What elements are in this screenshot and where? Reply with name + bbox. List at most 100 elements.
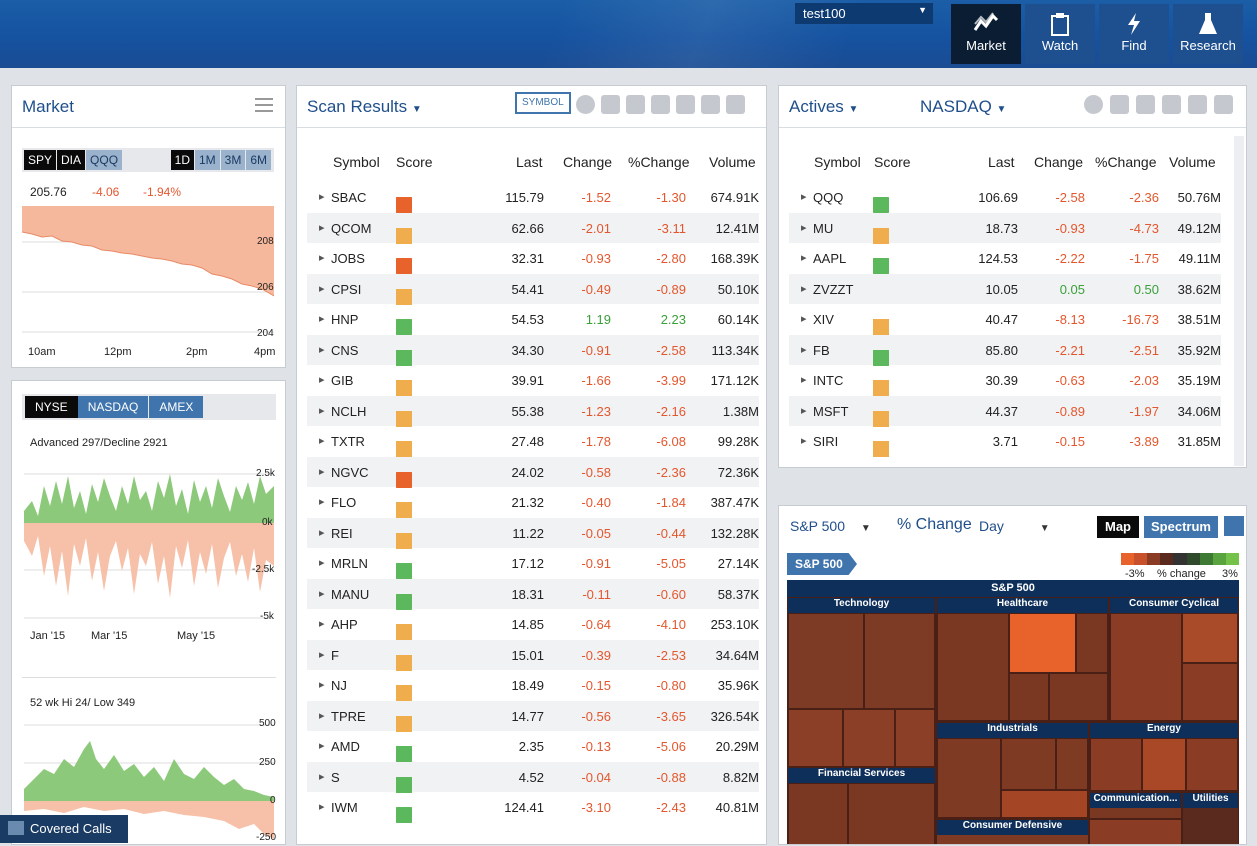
period-select[interactable]: Day ▼ — [979, 518, 1050, 534]
column-header[interactable]: Symbol — [333, 154, 380, 170]
check-icon[interactable] — [576, 95, 595, 114]
table-row[interactable]: ▸ CNS 34.30 -0.91 -2.58 113.34K — [307, 334, 759, 366]
expand-arrow-icon[interactable]: ▸ — [319, 709, 325, 722]
symbol-cell[interactable]: FLO — [331, 495, 357, 510]
nav-watch-button[interactable]: Watch — [1025, 4, 1095, 64]
export-icon[interactable] — [1188, 95, 1207, 114]
symbol-cell[interactable]: CNS — [331, 342, 359, 358]
volume-icon[interactable] — [396, 685, 412, 701]
table-row[interactable]: ▸ CPSI 54.41 -0.49 -0.89 50.10K — [307, 273, 759, 305]
sector-industrials[interactable]: Industrials — [936, 722, 1089, 819]
volume-icon[interactable] — [396, 380, 412, 396]
symbol-cell[interactable]: INTC — [813, 373, 844, 388]
table-row[interactable]: ▸ TXTR 27.48 -1.78 -6.08 99.28K — [307, 426, 759, 457]
volume-icon[interactable] — [396, 319, 412, 335]
menu-icon[interactable] — [255, 98, 273, 116]
expand-arrow-icon[interactable]: ▸ — [319, 587, 325, 600]
symbol-cell[interactable]: XIV — [813, 312, 834, 327]
expand-arrow-icon[interactable]: ▸ — [319, 557, 325, 569]
symbol-cell[interactable]: MU — [813, 220, 834, 236]
column-header[interactable]: Score — [396, 154, 433, 170]
table-row[interactable]: ▸ MRLN 17.12 -0.91 -5.05 27.14K — [307, 548, 759, 579]
volume-icon[interactable] — [873, 380, 889, 396]
range-6m-button[interactable]: 6M — [246, 150, 271, 170]
symbol-cell[interactable]: MANU — [331, 586, 370, 602]
volume-icon[interactable] — [396, 197, 412, 213]
table-row[interactable]: ▸ QQQ 106.69 -2.58 -2.36 50.76M — [789, 182, 1221, 213]
volume-icon[interactable] — [873, 227, 889, 244]
metric-select[interactable]: % Change — [897, 516, 972, 533]
add-icon[interactable] — [1162, 95, 1181, 114]
add-icon[interactable] — [651, 95, 670, 114]
expand-arrow-icon[interactable]: ▸ — [319, 252, 325, 264]
expand-arrow-icon[interactable]: ▸ — [801, 282, 807, 295]
folder-icon[interactable] — [626, 95, 645, 114]
export-icon[interactable] — [676, 95, 695, 114]
expand-icon[interactable] — [1224, 516, 1244, 536]
table-row[interactable]: ▸ MU 18.73 -0.93 -4.73 49.12M — [789, 212, 1221, 244]
symbol-cell[interactable]: S — [331, 769, 340, 785]
volume-icon[interactable] — [396, 349, 412, 366]
expand-arrow-icon[interactable]: ▸ — [801, 191, 807, 203]
table-row[interactable]: ▸ IWM 124.41 -3.10 -2.43 40.81M — [307, 792, 759, 823]
expand-arrow-icon[interactable]: ▸ — [801, 313, 807, 325]
expand-arrow-icon[interactable]: ▸ — [319, 374, 325, 386]
column-header[interactable]: Score — [874, 154, 911, 170]
symbol-cell[interactable]: TXTR — [331, 434, 365, 449]
momentum-icon[interactable] — [396, 807, 412, 823]
sector-financial-services[interactable]: Financial Services — [787, 767, 936, 844]
table-row[interactable]: ▸ QCOM 62.66 -2.01 -3.11 12.41M — [307, 212, 759, 244]
symbol-cell[interactable]: TPRE — [331, 708, 366, 724]
nav-research-button[interactable]: Research — [1173, 4, 1243, 64]
tab-nyse[interactable]: NYSE — [25, 396, 78, 418]
column-header[interactable]: Change — [1034, 154, 1084, 170]
expand-arrow-icon[interactable]: ▸ — [319, 343, 325, 356]
momentum-icon[interactable] — [873, 197, 889, 213]
table-row[interactable]: ▸ TPRE 14.77 -0.56 -3.65 326.54K — [307, 700, 759, 732]
expand-arrow-icon[interactable]: ▸ — [801, 435, 807, 447]
column-header[interactable]: Volume — [1169, 154, 1216, 170]
symbol-qqq-button[interactable]: QQQ — [86, 150, 123, 170]
table-row[interactable]: ▸ INTC 30.39 -0.63 -2.03 35.19M — [789, 365, 1221, 396]
table-row[interactable]: ▸ F 15.01 -0.39 -2.53 34.64M — [307, 639, 759, 671]
sector-consumer-defensive[interactable]: Consumer Defensive — [936, 819, 1089, 844]
sector-communication[interactable]: Communication... — [1089, 792, 1182, 819]
expand-arrow-icon[interactable]: ▸ — [801, 343, 807, 356]
volume-icon[interactable] — [396, 715, 412, 732]
volume-icon[interactable] — [396, 502, 412, 518]
table-row[interactable]: ▸ NCLH 55.38 -1.23 -2.16 1.38M — [307, 395, 759, 427]
table-row[interactable]: ▸ SBAC 115.79 -1.52 -1.30 674.91K — [307, 182, 759, 213]
covered-calls-button[interactable]: Covered Calls — [0, 815, 128, 843]
table-row[interactable]: ▸ ZVZZT 10.05 0.05 0.50 38.62M — [789, 273, 1221, 304]
table-row[interactable]: ▸ MSFT 44.37 -0.89 -1.97 34.06M — [789, 395, 1221, 427]
column-header[interactable]: Symbol — [814, 154, 861, 170]
index-select[interactable]: S&P 500 ▼ — [790, 518, 871, 534]
expand-arrow-icon[interactable]: ▸ — [319, 618, 325, 630]
expand-arrow-icon[interactable]: ▸ — [319, 526, 325, 539]
volume-icon[interactable] — [396, 563, 412, 579]
actives-title[interactable]: Actives ▼ — [789, 97, 858, 117]
table-row[interactable]: ▸ XIV 40.47 -8.13 -16.73 38.51M — [789, 304, 1221, 335]
expand-arrow-icon[interactable]: ▸ — [801, 252, 807, 264]
symbol-cell[interactable]: JOBS — [331, 251, 365, 266]
volume-icon[interactable] — [396, 410, 412, 427]
volume-icon[interactable] — [396, 593, 412, 610]
expand-arrow-icon[interactable]: ▸ — [319, 465, 325, 478]
table-row[interactable]: ▸ GIB 39.91 -1.66 -3.99 171.12K — [307, 365, 759, 396]
expand-arrow-icon[interactable]: ▸ — [801, 221, 807, 234]
symbol-cell[interactable]: QCOM — [331, 220, 372, 236]
expand-arrow-icon[interactable]: ▸ — [319, 282, 325, 295]
volume-icon[interactable] — [396, 471, 412, 488]
flask-icon[interactable] — [601, 95, 620, 114]
table-row[interactable]: ▸ FLO 21.32 -0.40 -1.84 387.47K — [307, 487, 759, 518]
symbol-cell[interactable]: AHP — [331, 617, 358, 632]
sector-utilities[interactable]: Utilities — [1182, 792, 1239, 844]
symbol-button[interactable]: SYMBOL — [515, 92, 571, 114]
expand-arrow-icon[interactable]: ▸ — [319, 404, 325, 417]
symbol-cell[interactable]: GIB — [331, 373, 354, 388]
table-row[interactable]: ▸ HNP 54.53 1.19 2.23 60.14K — [307, 304, 759, 335]
symbol-cell[interactable]: MRLN — [331, 556, 368, 571]
table-row[interactable]: ▸ AMD 2.35 -0.13 -5.06 20.29M — [307, 731, 759, 762]
volume-icon[interactable] — [396, 532, 412, 549]
expand-arrow-icon[interactable]: ▸ — [319, 740, 325, 752]
